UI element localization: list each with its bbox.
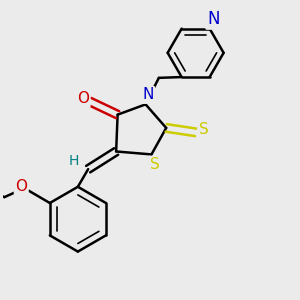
Text: H: H (69, 154, 79, 168)
Text: N: N (142, 87, 154, 102)
Text: O: O (77, 91, 89, 106)
Text: O: O (15, 179, 27, 194)
Text: S: S (199, 122, 209, 137)
Text: S: S (149, 157, 159, 172)
Text: N: N (207, 10, 219, 28)
